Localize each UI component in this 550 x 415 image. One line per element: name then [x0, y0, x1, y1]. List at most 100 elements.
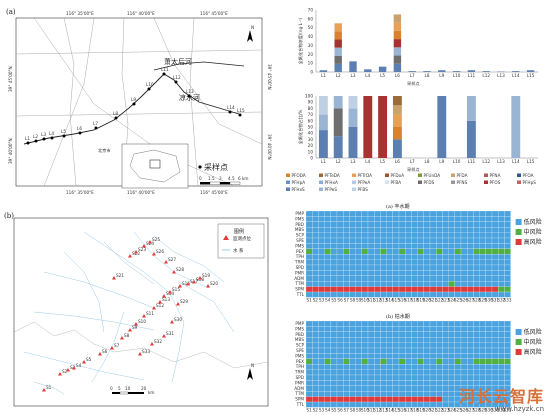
- heatmap-cell: [312, 385, 319, 392]
- row-label: SCP: [296, 343, 305, 348]
- heatmap-cell: [324, 353, 331, 359]
- heatmap-cell: [498, 337, 505, 343]
- heatmap-cell: [448, 237, 455, 244]
- heatmap-cell: [454, 216, 462, 222]
- site-label: L1: [25, 136, 30, 141]
- heatmap-cell: [473, 374, 480, 381]
- y-tick: 60: [308, 118, 314, 123]
- site-label: S11: [146, 311, 154, 316]
- legend-swatch: [451, 180, 455, 184]
- heatmap-cell: [318, 326, 325, 332]
- heatmap-cell: [479, 347, 486, 354]
- row-label: SPD: [296, 265, 304, 270]
- heatmap-title: (b) 枯水期: [386, 313, 410, 320]
- heatmap-cell: [361, 353, 369, 359]
- pct-bar-segment: [333, 96, 343, 109]
- row-label: ADM: [294, 386, 304, 391]
- monitoring-marker: [128, 254, 132, 258]
- heatmap-cell: [374, 369, 381, 376]
- heatmap-cell: [374, 286, 381, 293]
- heatmap-cell: [436, 243, 443, 249]
- heatmap-cell: [467, 331, 474, 338]
- heatmap-cell: [417, 237, 424, 244]
- site-label: S4: [76, 363, 82, 368]
- heatmap-cell: [467, 364, 474, 370]
- heatmap-cell: [312, 353, 319, 359]
- heatmap-cell: [324, 281, 331, 287]
- legend-label: PFPeS: [325, 187, 338, 192]
- col-label: S15: [392, 297, 400, 302]
- site-label: S32: [154, 339, 162, 344]
- heatmap-cell: [467, 270, 474, 276]
- heatmap-cell: [429, 364, 437, 370]
- heatmap-cell: [411, 358, 418, 365]
- heatmap-cell: [442, 227, 449, 233]
- heatmap-cell: [485, 232, 493, 239]
- heatmap-cell: [485, 227, 493, 233]
- inset-map: [121, 143, 189, 189]
- heatmap-cell: [411, 391, 418, 397]
- heatmap-cell: [473, 259, 480, 266]
- conc-bar-segment: [334, 31, 342, 40]
- heatmap-cell: [392, 227, 400, 233]
- heatmap-cell: [411, 281, 418, 287]
- legend-swatch: [418, 173, 422, 177]
- map-panel-b: (b) S1S2S3S4S5S6S7S8S9S10S11S12S13S14S15…: [4, 212, 272, 412]
- pct-bar-segment: [392, 96, 402, 106]
- col-label: S32: [497, 297, 505, 302]
- heatmap-cell: [361, 337, 369, 343]
- site-label: S26: [156, 249, 164, 254]
- heatmap-cell: [479, 337, 486, 343]
- col-label: S14: [386, 407, 394, 412]
- heatmap-cell: [405, 342, 412, 349]
- heatmap-cell: [367, 364, 375, 370]
- x-tick: L10: [453, 159, 461, 164]
- heatmap-cell: [361, 391, 369, 397]
- heatmap-cell: [355, 369, 362, 376]
- heatmap-cell: [411, 369, 418, 376]
- heatmap-cell: [305, 331, 313, 338]
- heatmap-cell: [336, 347, 344, 354]
- x-axis-label: 采样点: [407, 166, 420, 173]
- heatmap-cell: [349, 275, 356, 282]
- heatmap-cell: [504, 401, 511, 408]
- heatmap-cell: [448, 364, 455, 370]
- heatmap-cell: [386, 364, 393, 370]
- heatmap-cell: [367, 248, 375, 255]
- row-label: TPH: [295, 364, 304, 369]
- heatmap-cell: [312, 364, 319, 370]
- heatmap-cell: [417, 380, 424, 386]
- heatmap-cell: [380, 347, 387, 354]
- heatmap-cell: [429, 248, 437, 255]
- heatmap-cell: [417, 337, 424, 343]
- heatmap-cell: [429, 270, 437, 276]
- heatmap-cell: [355, 364, 362, 370]
- monitoring-marker: [148, 240, 152, 244]
- conc-bar-segment: [364, 69, 372, 72]
- heatmap-cell: [343, 232, 350, 239]
- heatmap-cell: [405, 275, 412, 282]
- heatmap-cell: [349, 264, 356, 271]
- heatmap-cell: [398, 227, 406, 233]
- heatmap-cell: [367, 254, 375, 260]
- pct-bar-segment: [378, 96, 388, 158]
- col-label: S2: [313, 407, 319, 412]
- heatmap-cell: [324, 337, 331, 343]
- heatmap-cell: [305, 254, 313, 260]
- heatmap-cell: [405, 237, 412, 244]
- heatmap-cell: [380, 358, 387, 365]
- heatmap-cell: [330, 227, 338, 233]
- legend-swatch: [385, 180, 389, 184]
- heatmap-cell: [405, 227, 412, 233]
- legend-label: PFHpS: [523, 180, 537, 185]
- row-label: MBS: [295, 337, 304, 342]
- pct-bar-segment: [318, 130, 328, 158]
- heatmap-cell: [429, 243, 437, 249]
- col-label: S7: [344, 407, 350, 412]
- heatmap-cell: [504, 347, 511, 354]
- heatmap-cell: [355, 337, 362, 343]
- heatmap-cell: [355, 243, 362, 249]
- heatmap-cell: [355, 254, 362, 260]
- heatmap-cell: [392, 248, 400, 255]
